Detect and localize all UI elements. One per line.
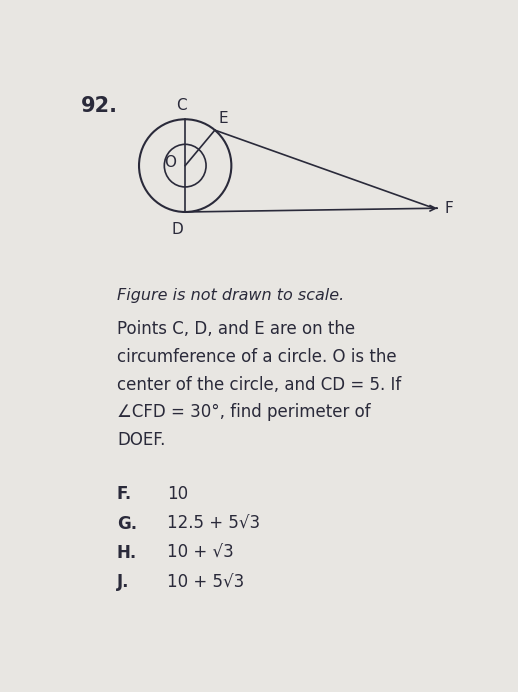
Text: circumference of a circle. O is the: circumference of a circle. O is the: [117, 348, 397, 366]
Text: J.: J.: [117, 573, 130, 591]
Text: center of the circle, and CD = 5. If: center of the circle, and CD = 5. If: [117, 376, 401, 394]
Text: H.: H.: [117, 544, 137, 562]
Text: G.: G.: [117, 515, 137, 533]
Text: F.: F.: [117, 485, 132, 503]
Text: 10 + √3: 10 + √3: [167, 544, 234, 562]
Text: Figure is not drawn to scale.: Figure is not drawn to scale.: [117, 288, 344, 303]
Text: Points C, D, and E are on the: Points C, D, and E are on the: [117, 320, 355, 338]
Text: O: O: [164, 156, 176, 170]
Text: 12.5 + 5√3: 12.5 + 5√3: [167, 515, 260, 533]
Text: 92.: 92.: [81, 96, 118, 116]
Text: 10: 10: [167, 485, 188, 503]
Text: DOEF.: DOEF.: [117, 431, 165, 449]
Text: D: D: [171, 221, 183, 237]
Text: 10 + 5√3: 10 + 5√3: [167, 573, 244, 591]
Text: E: E: [219, 111, 228, 126]
Text: ∠CFD = 30°, find perimeter of: ∠CFD = 30°, find perimeter of: [117, 403, 370, 421]
Text: C: C: [176, 98, 186, 113]
Text: F: F: [444, 201, 453, 216]
